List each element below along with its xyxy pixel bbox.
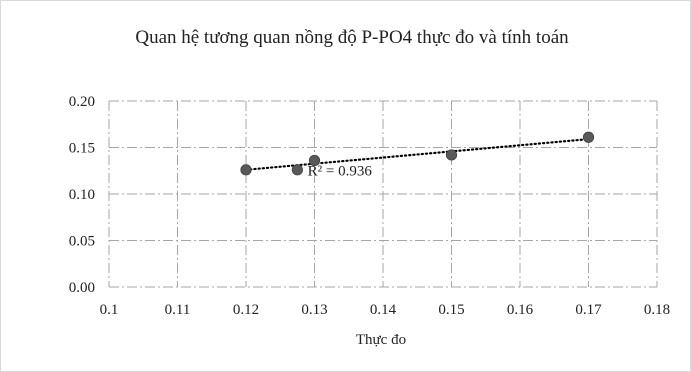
x-tick-labels: 0.1 0.11 0.12 0.13 0.14 0.15 0.16 0.17 0.18 xyxy=(100,302,671,318)
x-tick-label: 0.14 xyxy=(370,302,397,318)
x-tick-label: 0.1 xyxy=(100,302,119,318)
x-tick-label: 0.17 xyxy=(575,302,602,318)
data-points xyxy=(240,131,595,176)
data-point xyxy=(240,164,252,176)
trendline-layer xyxy=(244,138,590,171)
x-tick-label: 0.11 xyxy=(165,302,191,318)
x-axis-label: Thực đo xyxy=(356,332,406,348)
y-tick-labels: 0.00 0.05 0.10 0.15 0.20 xyxy=(69,94,95,296)
y-tick-label: 0.00 xyxy=(69,280,95,296)
x-tick-label: 0.16 xyxy=(507,302,534,318)
data-point xyxy=(445,149,458,161)
grid-lines xyxy=(108,100,658,288)
x-tick-label: 0.18 xyxy=(644,302,670,318)
y-tick-label: 0.15 xyxy=(69,141,95,157)
r-squared-label: R² = 0.936 xyxy=(308,163,373,179)
x-tick-label: 0.15 xyxy=(438,302,464,318)
y-tick-label: 0.20 xyxy=(69,94,95,110)
trendline xyxy=(244,138,590,171)
y-tick-label: 0.10 xyxy=(69,187,95,203)
annotation-layer: R² = 0.936 xyxy=(308,163,373,179)
data-point xyxy=(582,131,595,143)
data-point xyxy=(291,164,303,176)
data-point xyxy=(308,154,321,167)
x-tick-label: 0.13 xyxy=(301,302,327,318)
x-tick-label: 0.12 xyxy=(233,302,259,318)
chart-title: Quan hệ tương quan nồng độ P-PO4 thực đo… xyxy=(135,27,569,48)
y-tick-label: 0.05 xyxy=(69,234,95,250)
